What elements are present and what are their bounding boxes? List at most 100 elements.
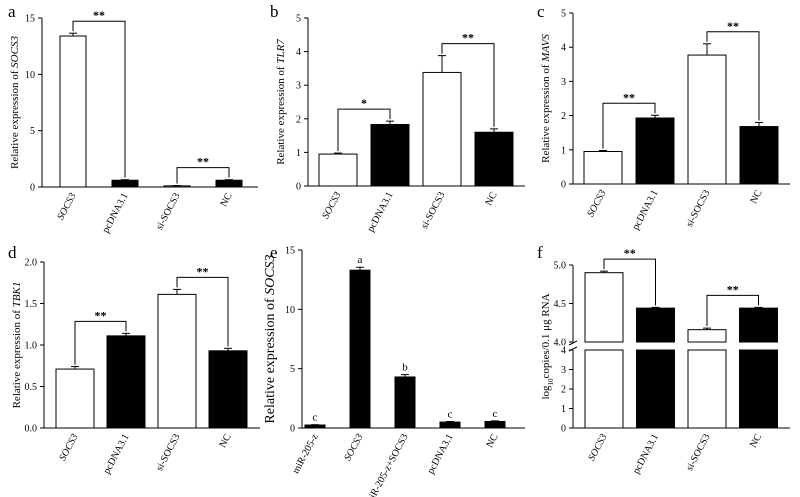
bar	[304, 424, 326, 429]
y-tick-label: 4.0	[554, 338, 567, 349]
x-tick-label: NC	[218, 191, 234, 209]
significance-label: **	[727, 19, 739, 33]
x-tick-label: miR-205-z+SOCS3	[364, 432, 411, 497]
panel-a: a 0 5 10 15 Relative expression of SOCS3 SOCS3…	[8, 2, 258, 235]
bar	[163, 185, 191, 188]
bar	[636, 307, 675, 343]
panel-letter: b	[270, 2, 279, 21]
panel-letter: a	[8, 2, 16, 21]
bar	[687, 349, 727, 429]
significance-letter: a	[358, 254, 363, 266]
x-tick-label: SOCS3	[342, 432, 365, 463]
bar	[687, 329, 727, 343]
panel-letter: e	[270, 243, 278, 262]
y-tick-label: 5	[561, 9, 566, 20]
x-tick-label: NC	[484, 432, 500, 450]
y-tick-label: 0	[296, 182, 301, 193]
y-tick-label: 2	[561, 385, 566, 396]
significance-bracket	[72, 20, 126, 178]
bar	[370, 124, 410, 187]
bar	[739, 307, 778, 343]
x-tick-label: si-SOCS3	[154, 432, 182, 472]
significance-bracket	[74, 320, 127, 365]
y-tick-label: 4	[561, 346, 566, 357]
y-tick-label: 0	[30, 183, 35, 194]
x-tick-label: pcDNA3.1	[365, 190, 395, 234]
y-tick-label: 0	[290, 424, 295, 435]
bar	[584, 349, 624, 429]
panel-d: d 0.0 0.5 1.0 1.5 2.0 Relative expression of T…	[8, 243, 260, 476]
x-tick-label: pcDNA3.1	[101, 432, 131, 476]
significance-label: **	[197, 155, 209, 169]
x-tick-label: pcDNA3.1	[631, 432, 661, 476]
y-axis-label: Relative expression of SOCS3	[263, 254, 278, 423]
x-tick-label: NC	[748, 432, 764, 450]
significance-bracket	[441, 43, 495, 127]
significance-label: **	[624, 246, 636, 260]
y-tick-label: 5	[296, 14, 301, 25]
bar	[215, 179, 243, 188]
panel-c: c 0 1 2 3 4 5 Relative expression of MAVS SOCS3 p…	[537, 2, 790, 232]
x-tick-label: pcDNA3.1	[630, 188, 660, 232]
bar	[106, 335, 146, 429]
significance-bracket	[176, 276, 229, 347]
bar	[636, 349, 675, 429]
y-tick-label: 2	[561, 111, 566, 122]
significance-letter: c	[313, 412, 318, 424]
x-tick-label: NC	[748, 188, 764, 206]
x-tick-label: NC	[483, 190, 499, 208]
y-tick-label: 4.5	[554, 299, 567, 310]
x-tick-label: SOCS3	[320, 190, 343, 221]
bar	[739, 349, 778, 429]
y-tick-label: 0.0	[25, 424, 38, 435]
y-tick-label: 0	[561, 180, 566, 191]
y-tick-label: 5.0	[554, 261, 567, 272]
x-tick-label: si-SOCS3	[419, 190, 447, 230]
x-tick-label: NC	[217, 432, 233, 450]
y-tick-label: 1	[561, 145, 566, 156]
y-tick-label: 2	[296, 114, 301, 125]
panel-b: b 0 1 2 3 4 5 Relative expression of TLR7 SOCS3 p…	[270, 2, 525, 234]
significance-label: **	[623, 90, 635, 104]
y-axis-label: Relative expression of SOCS3	[9, 36, 21, 169]
panel-letter: d	[8, 243, 17, 262]
significance-label: **	[95, 308, 107, 322]
bar	[474, 131, 514, 187]
significance-letter: c	[448, 408, 453, 420]
bar	[111, 179, 139, 188]
y-tick-label: 1.0	[25, 341, 38, 352]
y-tick-label: 15	[285, 246, 295, 257]
y-tick-label: 15	[25, 14, 35, 25]
significance-label: *	[361, 96, 367, 110]
significance-bracket	[176, 167, 230, 184]
y-tick-label: 3	[561, 365, 566, 376]
significance-letter: b	[402, 362, 408, 374]
x-tick-label: si-SOCS3	[684, 432, 712, 472]
x-tick-label: SOCS3	[585, 188, 608, 219]
y-tick-label: 10	[285, 305, 295, 316]
bar	[584, 272, 624, 343]
bar	[583, 151, 623, 185]
y-tick-label: 5	[290, 364, 295, 375]
x-tick-label: SOCS3	[55, 191, 78, 222]
significance-label: **	[197, 264, 209, 278]
x-tick-label: miR-205-z	[291, 432, 321, 476]
x-tick-label: SOCS3	[57, 432, 80, 463]
y-axis-label: Relative expression of MAVS	[540, 34, 552, 163]
bar	[318, 153, 358, 187]
x-tick-label: si-SOCS3	[154, 191, 182, 231]
bar	[739, 126, 779, 185]
y-tick-label: 1.5	[25, 299, 38, 310]
y-tick-label: 3	[561, 77, 566, 88]
significance-bracket	[603, 258, 656, 306]
bar	[635, 117, 675, 185]
y-tick-label: 5	[30, 126, 35, 137]
panel-letter: c	[537, 2, 545, 21]
y-tick-label: 2.0	[25, 258, 38, 269]
y-tick-label: 1	[296, 148, 301, 159]
bar	[484, 420, 506, 429]
bar	[157, 293, 197, 429]
significance-label: **	[93, 8, 105, 22]
significance-bracket	[337, 108, 391, 152]
